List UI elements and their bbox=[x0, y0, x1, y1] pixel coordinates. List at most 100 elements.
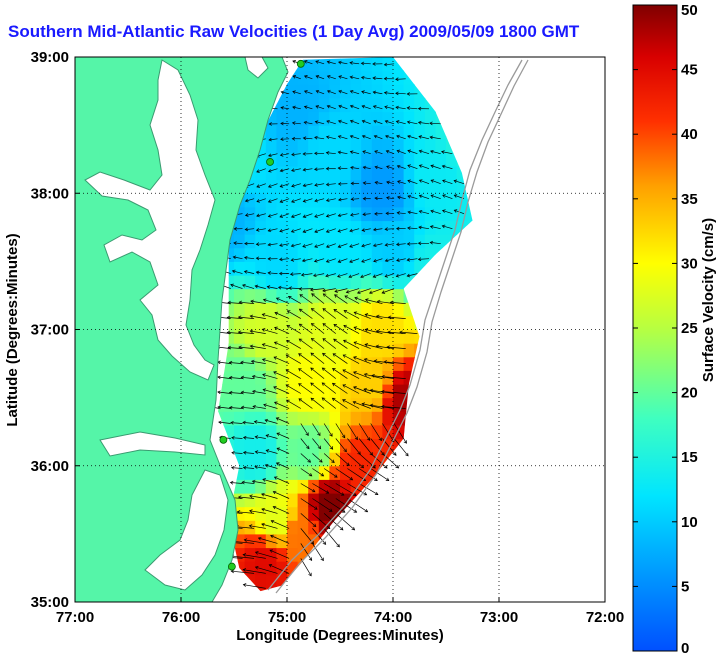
velocity-arrow bbox=[322, 288, 336, 292]
speed-cell bbox=[265, 506, 277, 521]
speed-cell bbox=[371, 261, 383, 276]
velocity-arrow bbox=[384, 106, 395, 110]
x-axis-ticks: 77:00 76:00 75:00 74:00 73:00 72:00 bbox=[56, 597, 624, 626]
speed-cell bbox=[234, 247, 246, 262]
speed-cell bbox=[308, 302, 320, 317]
velocity-arrow bbox=[315, 121, 325, 125]
speed-cell bbox=[318, 220, 330, 235]
velocity-arrow bbox=[304, 75, 313, 80]
velocity-arrow bbox=[362, 135, 371, 140]
speed-cell bbox=[276, 547, 288, 562]
arrow-head bbox=[343, 448, 347, 453]
velocity-arrow bbox=[274, 401, 290, 409]
speed-cell bbox=[382, 193, 394, 208]
arrow-head bbox=[344, 295, 349, 299]
velocity-arrow bbox=[262, 328, 278, 334]
velocity-arrow bbox=[373, 243, 383, 247]
velocity-arrow bbox=[237, 511, 255, 514]
arrow-head bbox=[373, 119, 377, 124]
velocity-arrow bbox=[349, 243, 360, 248]
speed-cell bbox=[297, 302, 309, 317]
speed-cell bbox=[329, 465, 341, 480]
speed-cell bbox=[255, 315, 267, 331]
velocity-arrow bbox=[360, 273, 371, 278]
speed-cell bbox=[318, 57, 330, 72]
speed-cell bbox=[244, 356, 256, 371]
velocity-arrow bbox=[407, 211, 418, 215]
arrow-head bbox=[267, 214, 272, 218]
arrow-head bbox=[310, 323, 315, 327]
speed-cell bbox=[393, 411, 405, 426]
arrow-head bbox=[337, 244, 342, 248]
arrow-head bbox=[315, 60, 319, 64]
arrow-head bbox=[342, 399, 346, 403]
speed-cell bbox=[414, 57, 426, 58]
speed-cell bbox=[318, 370, 330, 385]
speed-cell bbox=[435, 206, 447, 222]
speed-cell bbox=[350, 452, 362, 467]
speed-cell bbox=[234, 57, 246, 58]
speed-cell bbox=[287, 547, 299, 562]
arrow-head bbox=[292, 105, 296, 110]
speed-cell bbox=[361, 465, 373, 480]
arrow-head bbox=[322, 338, 326, 342]
speed-cell bbox=[276, 438, 288, 453]
velocity-arrow bbox=[235, 526, 255, 529]
speed-cell bbox=[329, 397, 341, 412]
speed-cell bbox=[329, 179, 341, 194]
speed-cell bbox=[223, 356, 235, 371]
speed-cell bbox=[276, 111, 288, 126]
arrow-head bbox=[385, 149, 390, 154]
speed-cell bbox=[308, 220, 320, 235]
arrow-head bbox=[275, 297, 280, 301]
speed-cell bbox=[329, 329, 341, 344]
arrow-head bbox=[314, 214, 318, 218]
speed-cell bbox=[329, 275, 341, 290]
speed-cell bbox=[329, 84, 341, 99]
velocity-arrow bbox=[338, 120, 348, 125]
arrow-head bbox=[279, 168, 284, 173]
velocity-arrow bbox=[419, 179, 430, 185]
speed-cell bbox=[223, 411, 235, 426]
arrow-head bbox=[395, 105, 399, 110]
arrow-head bbox=[374, 180, 379, 185]
speed-cell bbox=[265, 547, 277, 562]
arrow-head bbox=[290, 243, 295, 248]
velocity-arrow bbox=[442, 225, 453, 230]
arrow-head bbox=[275, 417, 280, 421]
colorbar-tick-label: 30 bbox=[681, 255, 698, 272]
speed-cell bbox=[244, 370, 256, 385]
speed-cell bbox=[361, 424, 373, 440]
arrow-head bbox=[364, 508, 369, 513]
velocity-arrow bbox=[332, 353, 348, 364]
arrow-head bbox=[314, 167, 318, 172]
speed-cell bbox=[318, 493, 330, 508]
speed-cell bbox=[329, 234, 341, 249]
arrow-head bbox=[290, 229, 295, 233]
speed-cell bbox=[265, 220, 277, 235]
speed-cell bbox=[244, 261, 256, 276]
arrow-head bbox=[430, 209, 434, 214]
speed-cell bbox=[265, 275, 277, 290]
speed-cell bbox=[350, 438, 362, 453]
speed-cell bbox=[424, 234, 436, 249]
velocity-arrow bbox=[303, 137, 313, 140]
speed-cell bbox=[287, 343, 299, 358]
speed-cell bbox=[424, 193, 436, 208]
velocity-arrow bbox=[385, 258, 395, 262]
velocity-arrow bbox=[335, 453, 350, 466]
velocity-arrow bbox=[278, 286, 290, 289]
speed-cell bbox=[234, 424, 246, 440]
velocity-arrow bbox=[292, 122, 301, 125]
speed-cell bbox=[255, 247, 267, 262]
arrow-head bbox=[262, 373, 266, 377]
speed-cell bbox=[234, 561, 246, 576]
arrow-head bbox=[226, 330, 231, 335]
velocity-arrow bbox=[217, 406, 231, 409]
velocity-arrow bbox=[279, 228, 290, 232]
speed-cell bbox=[329, 152, 341, 167]
speed-cell bbox=[318, 84, 330, 99]
speed-cell bbox=[361, 384, 373, 399]
velocity-arrow bbox=[381, 406, 406, 409]
speed-cell bbox=[329, 424, 341, 440]
